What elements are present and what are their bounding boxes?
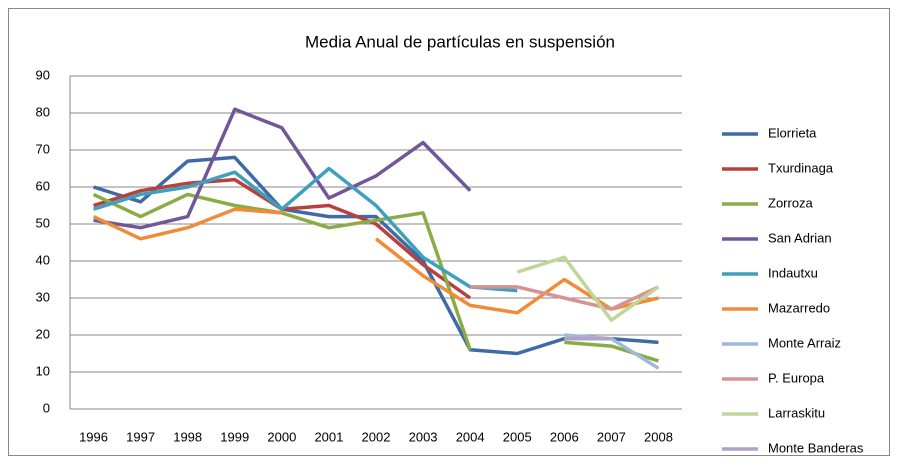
x-tick-label: 2007 (597, 429, 626, 444)
x-tick-label: 2002 (362, 429, 391, 444)
legend-label: Monte Arraiz (768, 335, 841, 350)
x-tick-label: 1996 (79, 429, 108, 444)
series-line (93, 107, 472, 230)
x-tick-label: 1997 (126, 429, 155, 444)
y-tick-label: 30 (36, 289, 50, 304)
legend-label: Mazarredo (768, 300, 830, 315)
legend-label: P. Europa (768, 370, 825, 385)
x-tick-label: 2006 (550, 429, 579, 444)
series-line (470, 285, 660, 311)
y-tick-label: 60 (36, 178, 50, 193)
x-tick-label: 2004 (456, 429, 485, 444)
legend-label: Zorroza (768, 195, 814, 210)
x-tick-label: 1999 (220, 429, 249, 444)
legend-label: Indautxu (768, 265, 818, 280)
x-tick-label: 2008 (644, 429, 673, 444)
legend-label: San Adrian (768, 230, 832, 245)
series-line (516, 255, 660, 322)
x-tick-label: 2000 (267, 429, 296, 444)
legend-label: Monte Banderas (768, 440, 864, 455)
series-line (93, 166, 518, 293)
series-line (564, 333, 660, 370)
y-tick-label: 20 (36, 326, 50, 341)
x-tick-label: 2005 (503, 429, 532, 444)
legend-label: Txurdinaga (768, 160, 834, 175)
y-tick-label: 90 (36, 67, 50, 82)
x-tick-label: 1998 (173, 429, 202, 444)
y-tick-label: 10 (36, 363, 50, 378)
y-tick-label: 70 (36, 141, 50, 156)
x-tick-label: 2003 (409, 429, 438, 444)
y-tick-label: 40 (36, 252, 50, 267)
chart-border (8, 8, 890, 456)
chart-title: Media Anual de partículas en suspensión (305, 32, 615, 51)
y-tick-label: 80 (36, 104, 50, 119)
y-tick-label: 50 (36, 215, 50, 230)
legend-label: Elorrieta (768, 125, 817, 140)
legend-label: Larraskitu (768, 405, 825, 420)
x-tick-label: 2001 (314, 429, 343, 444)
y-tick-label: 0 (43, 400, 50, 415)
